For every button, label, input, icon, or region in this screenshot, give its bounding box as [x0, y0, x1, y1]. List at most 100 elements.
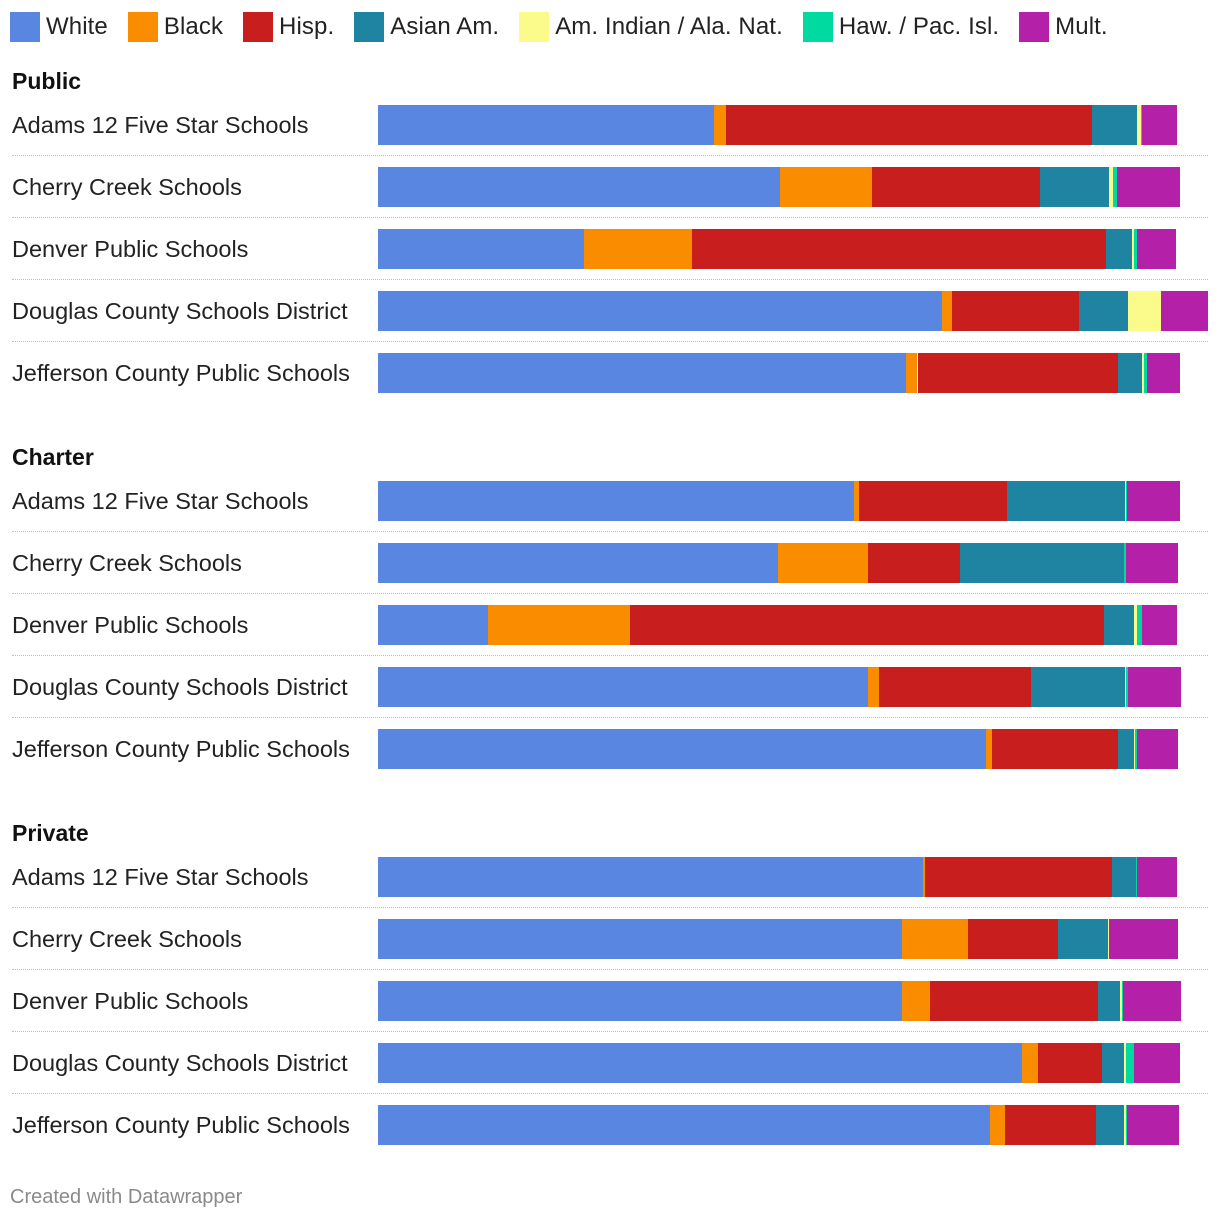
bar-segment-black[interactable]: [905, 353, 918, 393]
bar-segment-haw-pac-isl[interactable]: [1134, 229, 1137, 269]
bar-segment-black[interactable]: [901, 981, 930, 1021]
bar-segment-mult[interactable]: [1141, 105, 1178, 145]
bar-segment-black[interactable]: [583, 229, 692, 269]
bar-segment-white[interactable]: [378, 1043, 1023, 1083]
bar-segment-hisp[interactable]: [879, 667, 1032, 707]
bar-segment-black[interactable]: [989, 1105, 1006, 1145]
bar-segment-am-indian-ala-nat[interactable]: [1125, 667, 1126, 707]
bar-segment-mult[interactable]: [1127, 1105, 1179, 1145]
bar-segment-black[interactable]: [778, 543, 868, 583]
bar-segment-white[interactable]: [378, 105, 715, 145]
bar-segment-hisp[interactable]: [1005, 1105, 1096, 1145]
bar-segment-mult[interactable]: [1122, 981, 1181, 1021]
bar-segment-mult[interactable]: [1116, 167, 1180, 207]
bar-segment-am-indian-ala-nat[interactable]: [1137, 105, 1141, 145]
bar-segment-asian-am[interactable]: [1031, 667, 1125, 707]
bar-segment-haw-pac-isl[interactable]: [1125, 1105, 1128, 1145]
bar-segment-haw-pac-isl[interactable]: [1144, 353, 1147, 393]
bar-segment-haw-pac-isl[interactable]: [1112, 167, 1117, 207]
bar-segment-hisp[interactable]: [952, 291, 1079, 331]
bar-segment-haw-pac-isl[interactable]: [1137, 605, 1142, 645]
bar-segment-black[interactable]: [1022, 1043, 1038, 1083]
bar-segment-mult[interactable]: [1146, 353, 1180, 393]
bar-segment-white[interactable]: [378, 1105, 990, 1145]
bar-segment-mult[interactable]: [1136, 857, 1178, 897]
bar-segment-black[interactable]: [942, 291, 953, 331]
bar-segment-white[interactable]: [378, 857, 924, 897]
bar-segment-white[interactable]: [378, 543, 779, 583]
bar-segment-mult[interactable]: [1126, 481, 1180, 521]
bar-segment-white[interactable]: [378, 919, 902, 959]
bar-segment-white[interactable]: [378, 481, 854, 521]
bar-segment-black[interactable]: [779, 167, 872, 207]
bar-segment-haw-pac-isl[interactable]: [1134, 729, 1137, 769]
bar-segment-asian-am[interactable]: [1095, 1105, 1125, 1145]
bar-segment-hisp[interactable]: [1037, 1043, 1102, 1083]
bar-segment-haw-pac-isl[interactable]: [1140, 105, 1142, 145]
bar-segment-white[interactable]: [378, 605, 489, 645]
bar-segment-white[interactable]: [378, 291, 943, 331]
bar-segment-haw-pac-isl[interactable]: [1125, 667, 1129, 707]
bar-segment-white[interactable]: [378, 353, 906, 393]
bar-segment-hisp[interactable]: [867, 543, 960, 583]
bar-segment-am-indian-ala-nat[interactable]: [1128, 291, 1161, 331]
bar-segment-asian-am[interactable]: [1117, 353, 1142, 393]
bar-segment-mult[interactable]: [1136, 229, 1177, 269]
bar-segment-am-indian-ala-nat[interactable]: [1134, 605, 1138, 645]
bar-segment-haw-pac-isl[interactable]: [1135, 857, 1137, 897]
bar-segment-black[interactable]: [901, 919, 969, 959]
bar-segment-am-indian-ala-nat[interactable]: [1107, 919, 1110, 959]
bar-segment-am-indian-ala-nat[interactable]: [1120, 981, 1122, 1021]
bar-segment-mult[interactable]: [1109, 919, 1179, 959]
bar-segment-black[interactable]: [986, 729, 993, 769]
bar-segment-asian-am[interactable]: [959, 543, 1125, 583]
bar-segment-hisp[interactable]: [929, 981, 1098, 1021]
bar-segment-asian-am[interactable]: [1097, 981, 1121, 1021]
bar-segment-hisp[interactable]: [968, 919, 1058, 959]
bar-segment-am-indian-ala-nat[interactable]: [1134, 729, 1135, 769]
bar-segment-asian-am[interactable]: [1078, 291, 1129, 331]
bar-segment-hisp[interactable]: [992, 729, 1119, 769]
bar-segment-hisp[interactable]: [871, 167, 1040, 207]
bar-segment-asian-am[interactable]: [1091, 105, 1138, 145]
bar-segment-haw-pac-isl[interactable]: [1125, 1043, 1135, 1083]
bar-segment-hisp[interactable]: [917, 353, 1118, 393]
bar-segment-mult[interactable]: [1125, 543, 1179, 583]
bar-segment-black[interactable]: [488, 605, 631, 645]
bar-segment-am-indian-ala-nat[interactable]: [1124, 1043, 1126, 1083]
bar-segment-white[interactable]: [378, 229, 584, 269]
bar-segment-white[interactable]: [378, 729, 987, 769]
bar-segment-asian-am[interactable]: [1101, 1043, 1125, 1083]
bar-segment-white[interactable]: [378, 667, 868, 707]
bar-segment-hisp[interactable]: [924, 857, 1112, 897]
bar-segment-asian-am[interactable]: [1007, 481, 1125, 521]
bar-segment-black[interactable]: [867, 667, 880, 707]
bar-segment-hisp[interactable]: [691, 229, 1106, 269]
bar-segment-am-indian-ala-nat[interactable]: [1109, 167, 1113, 207]
bar-segment-asian-am[interactable]: [1039, 167, 1110, 207]
bar-segment-asian-am[interactable]: [1118, 729, 1135, 769]
bar-segment-haw-pac-isl[interactable]: [1121, 981, 1123, 1021]
bar-segment-mult[interactable]: [1128, 667, 1181, 707]
bar-segment-mult[interactable]: [1160, 291, 1208, 331]
bar-segment-black[interactable]: [923, 857, 925, 897]
bar-segment-asian-am[interactable]: [1105, 229, 1132, 269]
bar-segment-hisp[interactable]: [725, 105, 1092, 145]
bar-segment-mult[interactable]: [1136, 729, 1179, 769]
bar-segment-asian-am[interactable]: [1111, 857, 1136, 897]
bar-segment-hisp[interactable]: [630, 605, 1105, 645]
bar-segment-am-indian-ala-nat[interactable]: [1124, 1105, 1126, 1145]
bar-segment-am-indian-ala-nat[interactable]: [1131, 229, 1135, 269]
bar-segment-black[interactable]: [853, 481, 860, 521]
bar-segment-am-indian-ala-nat[interactable]: [1141, 353, 1145, 393]
bar-segment-haw-pac-isl[interactable]: [1125, 481, 1127, 521]
bar-segment-asian-am[interactable]: [1057, 919, 1108, 959]
bar-segment-haw-pac-isl[interactable]: [1124, 543, 1126, 583]
bar-segment-white[interactable]: [378, 167, 780, 207]
bar-segment-mult[interactable]: [1134, 1043, 1180, 1083]
bar-segment-am-indian-ala-nat[interactable]: [1125, 481, 1126, 521]
bar-segment-white[interactable]: [378, 981, 902, 1021]
bar-segment-black[interactable]: [714, 105, 726, 145]
bar-segment-asian-am[interactable]: [1104, 605, 1135, 645]
bar-segment-mult[interactable]: [1141, 605, 1178, 645]
